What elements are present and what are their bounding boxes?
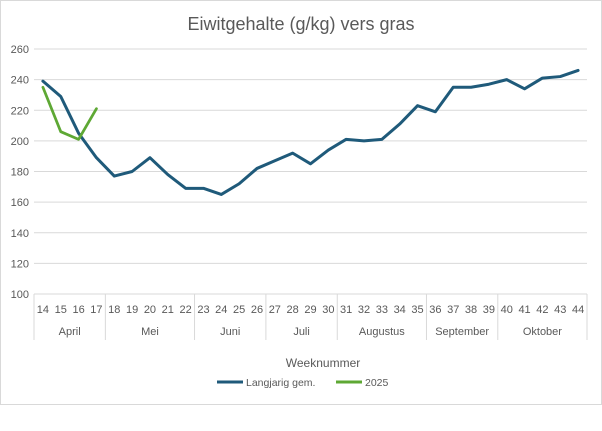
- chart-frame: Eiwitgehalte (g/kg) vers gras 100 120 140 1…: [0, 0, 602, 405]
- y-axis-ticks: 100 120 140 160 180 200 220 240 260: [11, 44, 29, 301]
- x-tick-label: 37: [447, 304, 459, 316]
- x-tick-label: 41: [518, 304, 530, 316]
- x-tick-label: 17: [90, 304, 102, 316]
- x-tick-label: 26: [251, 304, 263, 316]
- y-tick-label: 160: [11, 197, 29, 209]
- series-line-2025: [41, 85, 98, 141]
- month-label: Augustus: [359, 326, 405, 338]
- x-tick-label: 34: [394, 304, 406, 316]
- x-tick-label: 22: [180, 304, 192, 316]
- legend: Langjarig gem. 2025: [217, 377, 389, 389]
- x-tick-label: 27: [269, 304, 281, 316]
- x-tick-label: 14: [37, 304, 49, 316]
- y-tick-label: 120: [11, 258, 29, 270]
- x-tick-label: 16: [72, 304, 84, 316]
- y-tick-label: 140: [11, 228, 29, 240]
- x-tick-label: 36: [429, 304, 441, 316]
- x-tick-label: 44: [572, 304, 584, 316]
- y-tick-label: 260: [11, 44, 29, 56]
- x-tick-label: 33: [376, 304, 388, 316]
- x-tick-label: 35: [411, 304, 423, 316]
- x-tick-label: 24: [215, 304, 227, 316]
- x-tick-label: 43: [554, 304, 566, 316]
- x-tick-label: 15: [55, 304, 67, 316]
- month-label: April: [59, 326, 81, 338]
- x-tick-label: 42: [536, 304, 548, 316]
- month-label: Oktober: [523, 326, 562, 338]
- x-tick-label: 31: [340, 304, 352, 316]
- y-tick-label: 220: [11, 105, 29, 117]
- x-tick-label: 21: [162, 304, 174, 316]
- legend-label: 2025: [365, 377, 389, 389]
- x-tick-label: 28: [287, 304, 299, 316]
- x-tick-label: 25: [233, 304, 245, 316]
- x-tick-label: 32: [358, 304, 370, 316]
- x-tick-label: 20: [144, 304, 156, 316]
- y-tick-label: 100: [11, 289, 29, 301]
- month-label: Juni: [220, 326, 240, 338]
- chart-title: Eiwitgehalte (g/kg) vers gras: [187, 14, 414, 34]
- x-tick-label: 39: [483, 304, 495, 316]
- y-tick-label: 200: [11, 136, 29, 148]
- x-tick-label: 18: [108, 304, 120, 316]
- x-tick-label: 40: [501, 304, 513, 316]
- month-label: Mei: [141, 326, 159, 338]
- line-chart: Eiwitgehalte (g/kg) vers gras 1001201401…: [11, 14, 588, 389]
- x-axis-title: Weeknummer: [286, 356, 360, 370]
- series-line-langjarig: [41, 68, 580, 196]
- x-tick-label: 19: [126, 304, 138, 316]
- x-tick-label: 23: [197, 304, 209, 316]
- x-tick-label: 30: [322, 304, 334, 316]
- y-tick-label: 180: [11, 167, 29, 179]
- x-tick-label: 38: [465, 304, 477, 316]
- x-axis: 14 15 16 17 18 19 20 21 22 23 24 25 26 27 28 29 30 31 32 33…: [33, 294, 588, 340]
- y-tick-label: 240: [11, 75, 29, 87]
- legend-label: Langjarig gem.: [246, 377, 315, 389]
- month-label: September: [435, 326, 489, 338]
- gridlines: [34, 48, 587, 295]
- series-lines: [41, 68, 580, 196]
- month-label: Juli: [293, 326, 310, 338]
- x-tick-label: 29: [304, 304, 316, 316]
